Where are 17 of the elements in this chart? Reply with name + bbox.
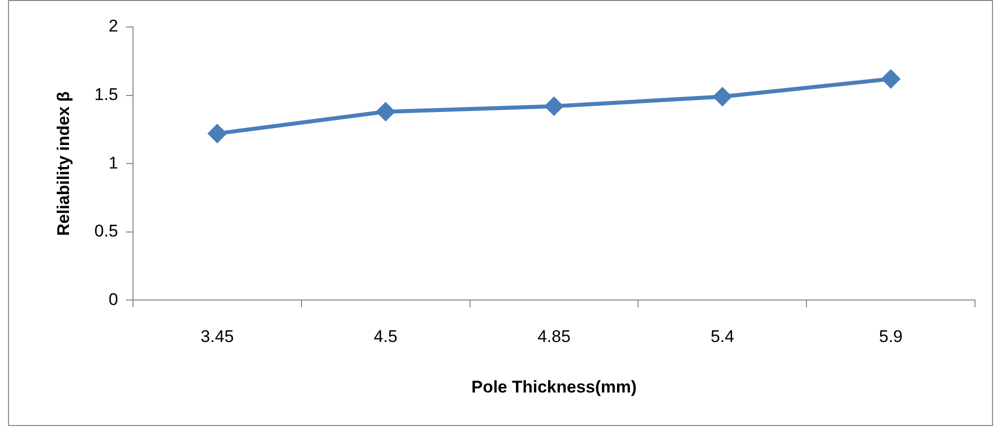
point: [882, 70, 900, 88]
x-axis-title: Pole Thickness(mm): [471, 377, 637, 396]
y-tick-label: 1: [108, 153, 118, 172]
x-tick-label: 3.45: [200, 327, 234, 346]
y-tick-label: 0.5: [94, 222, 118, 241]
point: [545, 97, 564, 116]
x-tick-label: 4.5: [374, 327, 398, 346]
point: [376, 102, 395, 121]
x-tick-label: 5.9: [878, 327, 903, 346]
y-axis-title: Reliability index β: [54, 91, 73, 236]
point: [713, 88, 732, 106]
y-tick-label: 2: [108, 16, 118, 36]
y-tick-label: 0: [108, 290, 118, 309]
x-tick-label: 5.4: [710, 327, 734, 346]
x-tick-label: 4.85: [537, 327, 571, 346]
point: [208, 124, 226, 143]
y-tick-label: 1.5: [94, 84, 118, 104]
